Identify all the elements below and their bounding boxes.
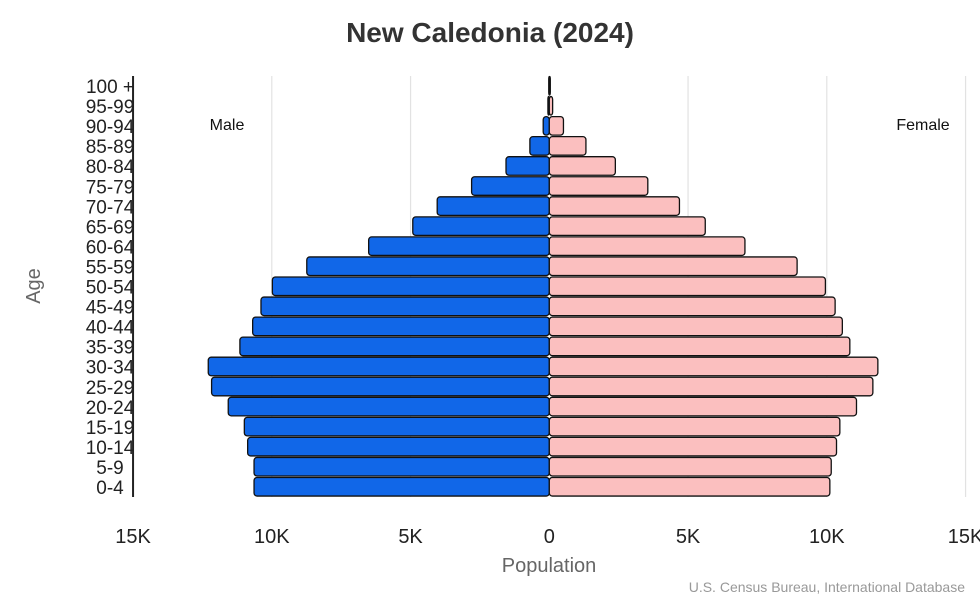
bar-male-40-44 — [252, 316, 550, 337]
bar-male-50-54 — [271, 276, 550, 297]
bar-male-70-74 — [436, 196, 550, 217]
y-tick-label: 45-49 — [86, 298, 135, 319]
x-tick-label: 15K — [115, 526, 151, 548]
y-tick-label: 85-89 — [86, 137, 135, 158]
source-note: U.S. Census Bureau, International Databa… — [689, 579, 965, 595]
bar-male-45-49 — [260, 296, 550, 317]
bar-male-10-14 — [247, 436, 550, 457]
x-tick-label: 5K — [676, 526, 701, 548]
bar-male-60-64 — [367, 236, 550, 257]
bar-male-35-39 — [239, 336, 550, 357]
y-tick-label: 15-19 — [86, 418, 135, 439]
y-tick-label: 80-84 — [86, 157, 135, 178]
bar-female-20-24 — [548, 396, 858, 417]
bar-female-90-94 — [548, 115, 565, 136]
bar-male-80-84 — [505, 156, 550, 176]
bar-female-80-84 — [548, 156, 616, 176]
bar-male-30-34 — [207, 356, 550, 377]
bar-female-50-54 — [548, 276, 827, 297]
y-tick-label: 35-39 — [86, 338, 135, 359]
bar-male-15-19 — [243, 416, 550, 437]
x-tick-label: 10K — [809, 526, 845, 548]
bar-female-25-29 — [548, 376, 874, 397]
bar-male-5-9 — [253, 456, 550, 477]
bar-female-65-69 — [548, 216, 706, 237]
bar-female-85-89 — [548, 135, 587, 156]
bar-male-55-59 — [306, 256, 550, 277]
bar-male-65-69 — [412, 216, 550, 237]
y-axis-label: Age — [23, 268, 45, 304]
y-tick-label: 25-29 — [86, 378, 135, 399]
x-axis-label: Population — [502, 555, 597, 577]
chart-title: New Caledonia (2024) — [346, 17, 634, 48]
x-tick-label: 15K — [948, 526, 980, 548]
y-tick-label: 75-79 — [86, 177, 135, 198]
bar-male-75-79 — [470, 176, 550, 196]
y-tick-label: 65-69 — [86, 217, 135, 238]
bar-female-5-9 — [548, 456, 832, 477]
y-tick-label: 20-24 — [86, 398, 135, 419]
y-tick-label: 70-74 — [86, 197, 135, 218]
bar-female-70-74 — [548, 196, 681, 217]
x-tick-label: 0 — [544, 526, 555, 548]
y-tick-label: 50-54 — [86, 278, 135, 299]
bar-female-40-44 — [548, 316, 843, 337]
y-tick-label: 10-14 — [86, 438, 135, 459]
bar-female-15-19 — [548, 416, 841, 437]
bar-female-75-79 — [548, 176, 649, 196]
bar-male-0-4 — [253, 476, 550, 497]
legend-female: Female — [896, 117, 949, 134]
bar-male-25-29 — [210, 376, 550, 397]
bar-female-0-4 — [548, 476, 831, 497]
legend-male: Male — [210, 117, 245, 134]
y-tick-label: 30-34 — [86, 358, 135, 379]
y-tick-label: 0-4 — [96, 478, 124, 499]
bar-male-90-94 — [542, 115, 550, 136]
bar-female-60-64 — [548, 236, 746, 257]
bar-female-95-99 — [548, 95, 554, 116]
y-tick-label: 60-64 — [86, 237, 135, 258]
bar-female-55-59 — [548, 256, 798, 277]
bar-male-20-24 — [227, 396, 550, 417]
y-tick-label: 100 + — [86, 77, 134, 98]
y-tick-label: 95-99 — [86, 97, 135, 118]
bar-female-10-14 — [548, 436, 838, 457]
bar-female-45-49 — [548, 296, 836, 317]
x-tick-label: 10K — [254, 526, 290, 548]
bar-female-30-34 — [548, 356, 879, 377]
y-tick-label: 90-94 — [86, 117, 135, 138]
y-tick-label: 40-44 — [86, 318, 135, 339]
bar-female-100 — [548, 75, 551, 96]
y-tick-label: 55-59 — [86, 257, 135, 278]
y-tick-label: 5-9 — [96, 458, 123, 479]
x-tick-label: 5K — [398, 526, 423, 548]
bar-male-85-89 — [529, 135, 550, 156]
bar-female-35-39 — [548, 336, 851, 357]
